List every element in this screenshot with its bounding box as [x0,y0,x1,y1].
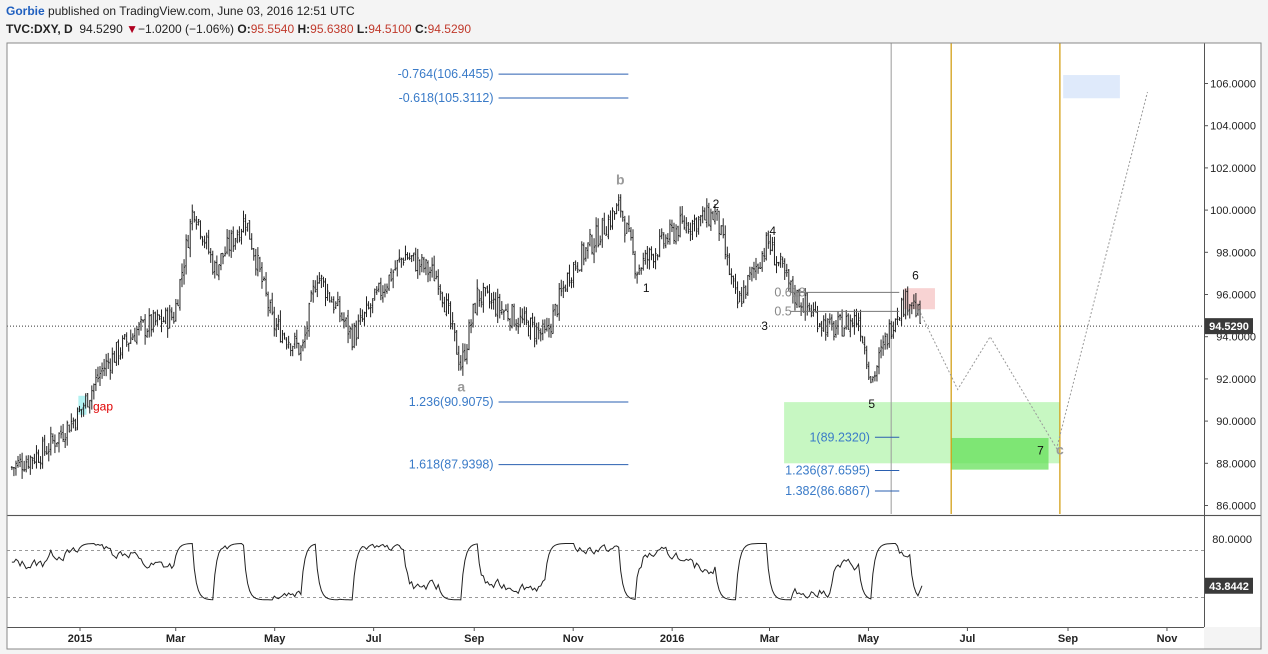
retracement-label: 0.5 [774,304,791,318]
retracement-label: 0.618 [774,285,805,299]
low-value: 94.5100 [368,22,412,36]
price-change: −1.0200 (−1.06%) [137,22,235,36]
time-axis-background[interactable] [7,627,1204,649]
indicator-last-tag-label: 43.8442 [1209,581,1249,593]
fib-level-label: 1(89.2320) [809,430,869,444]
wave-label-2: 2 [713,197,720,211]
vertical-lines-layer [890,43,1061,514]
gap-annotation: gap [93,399,113,413]
wave-label-4: 4 [769,224,776,238]
price-tick-label: 92.0000 [1216,374,1256,386]
indicator-axis-background[interactable] [1204,517,1261,627]
indicator-last-tag [1205,577,1253,594]
time-tick-label: May [858,633,880,645]
publish-line: Gorbie published on TradingView.com, Jun… [6,4,355,18]
wave-label-3: 3 [761,319,768,333]
author-link[interactable]: Gorbie [6,4,45,18]
wave-label-7: 7 [1037,444,1044,458]
high-value: 95.6380 [310,22,354,36]
fib-levels-layer: -0.764(106.4455) -0.618(105.3112) 1.236(90… [398,67,900,498]
zone-blue-3[interactable] [1063,75,1120,99]
time-tick-label: Mar [760,633,780,645]
time-tick-label: Mar [166,633,186,645]
price-tick-label: 104.0000 [1210,121,1256,133]
price-tick-label: 96.0000 [1216,290,1256,302]
fib-level-label: 1.382(86.6867) [785,484,870,498]
candles-layer [7,194,1204,479]
low-label: L: [356,22,369,36]
wave-label-1: 1 [643,281,650,295]
price-axis-background[interactable] [1204,43,1261,514]
zone-cyan-4[interactable] [78,395,87,415]
symbol-label[interactable]: TVC:DXY, D [6,22,73,36]
published-text: published on TradingView.com, June 03, 2… [48,4,355,18]
ohlc-line: TVC:DXY, D 94.5290 ▼−1.0200 (−1.06%) O:9… [6,22,471,36]
wave-labels-layer: a b 1 2 3 4 5 6 7 c gap [93,172,1064,458]
time-tick-label: Sep [464,633,484,645]
time-tick-label: 2016 [660,633,684,645]
time-tick-label: Jul [366,633,382,645]
indicator-tick-label: 80.0000 [1212,534,1252,546]
close-value: 94.5290 [427,22,472,36]
down-arrow-icon: ▼ [126,22,138,36]
wave-label-a: a [457,378,465,394]
price-tick-label: 88.0000 [1216,458,1256,470]
price-tick-label: 94.0000 [1216,332,1256,344]
chart-header: Gorbie published on TradingView.com, Jun… [0,0,1268,40]
time-tick-label: 2015 [68,633,92,645]
time-tick-label: Nov [563,633,585,645]
axes-layer: 86.0000 88.0000 90.0000 92.0000 94.0000 96.00… [68,79,1256,646]
fib-level-label: -0.618(105.3112) [399,91,494,105]
wave-label-5: 5 [868,397,875,411]
fib-level-label: -0.764(106.4455) [398,67,494,81]
wave-label-b: b [616,172,625,188]
last-price-tag [1205,318,1253,335]
zone-green_dark-1[interactable] [951,437,1049,470]
last-price: 94.5290 [79,22,123,36]
chart-frame [6,42,1262,650]
price-tick-label: 90.0000 [1216,416,1256,428]
open-label: O: [237,22,251,36]
fib-level-label: 1.236(90.9075) [409,395,494,409]
time-tick-label: Jul [959,633,975,645]
time-tick-label: Sep [1058,633,1078,645]
price-tick-label: 106.0000 [1210,79,1256,91]
price-tick-label: 86.0000 [1216,501,1256,513]
high-label: H: [297,22,311,36]
indicator-line[interactable] [11,542,923,601]
open-value: 95.5540 [250,22,295,36]
time-tick-label: Nov [1157,633,1179,645]
fib-level-label: 1.618(87.9398) [409,458,494,472]
indicator-pane-background[interactable] [7,517,1204,627]
price-tick-label: 98.0000 [1216,247,1256,259]
time-tick-label: May [264,633,286,645]
price-tick-label: 102.0000 [1210,163,1256,175]
wave-label-c: c [1056,442,1064,458]
close-label: C: [414,22,428,36]
zones-layer [78,75,1120,470]
indicator-layer [7,542,1204,601]
last-price-tag-label: 94.5290 [1209,321,1249,333]
wave-label-6: 6 [912,269,919,283]
fib-level-label: 1.236(87.6595) [785,463,870,477]
price-tick-label: 100.0000 [1210,205,1256,217]
